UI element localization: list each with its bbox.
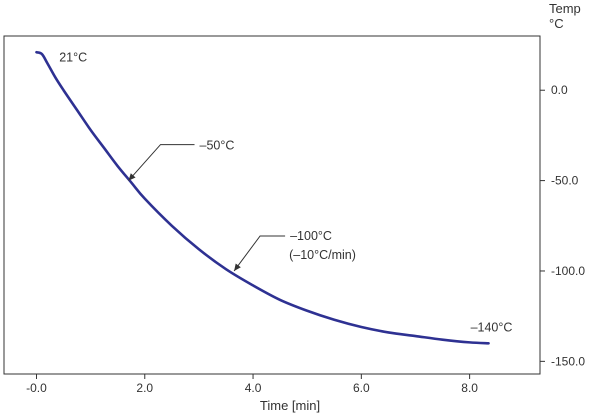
plot-frame [3, 35, 541, 375]
x-tick-label: 8.0 [461, 381, 478, 395]
x-tick-label: 6.0 [353, 381, 370, 395]
annotation-label: 21°C [59, 50, 87, 64]
annotation-arrowhead [234, 263, 241, 271]
annotations: 21°C –50°C –100°C (–10°C/min) –140°C [59, 50, 512, 334]
y-axis-title: Temp [549, 1, 581, 16]
x-axis-title: Time [min] [260, 398, 320, 413]
x-tick-label: 2.0 [136, 381, 153, 395]
x-tick-label: 4.0 [245, 381, 262, 395]
annotation-label: –100°C [290, 229, 332, 243]
annotation-leader-line [233, 235, 286, 272]
x-axis-ticks: -0.0 2.0 4.0 6.0 8.0 [26, 374, 478, 395]
y-tick-label: -150.0 [551, 354, 585, 368]
annotation-label: (–10°C/min) [289, 248, 356, 262]
temperature-series-line [35, 50, 490, 345]
annotation-label: –50°C [200, 139, 235, 153]
y-tick-label: 0.0 [551, 83, 568, 97]
annotation-leader-line [128, 144, 195, 181]
annotation-label: –140°C [471, 320, 513, 334]
y-axis-ticks: 0.0 -50.0 -100.0 -150.0 [540, 83, 585, 368]
annotation-arrowhead [128, 173, 136, 181]
y-axis-unit: °C [549, 16, 564, 31]
y-tick-label: -50.0 [551, 174, 579, 188]
x-tick-label: -0.0 [26, 381, 47, 395]
y-tick-label: -100.0 [551, 264, 585, 278]
